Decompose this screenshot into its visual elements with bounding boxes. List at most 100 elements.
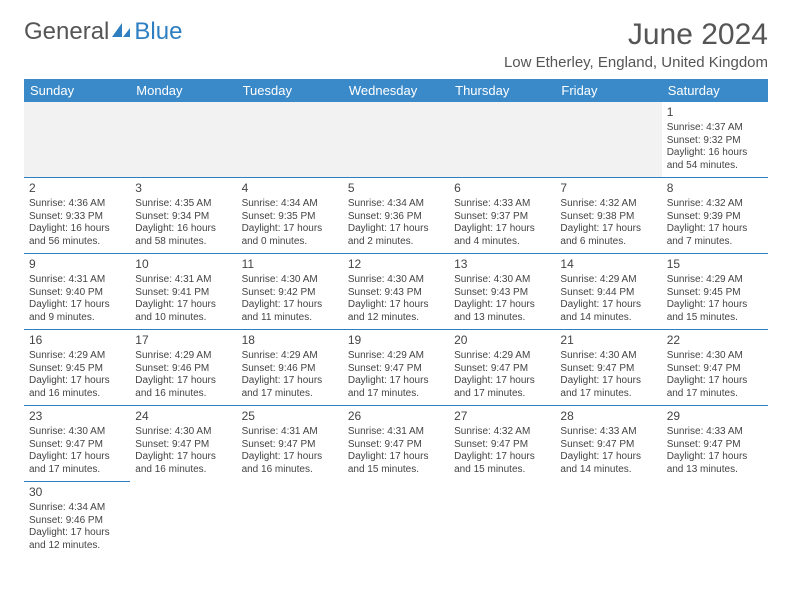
weekday-header: Saturday: [662, 79, 768, 102]
logo-text-blue: Blue: [134, 18, 182, 46]
day-number: 10: [135, 257, 231, 272]
sunset-text: Sunset: 9:39 PM: [667, 211, 763, 224]
sunrise-text: Sunrise: 4:30 AM: [242, 274, 338, 287]
sunrise-text: Sunrise: 4:29 AM: [560, 274, 656, 287]
day-number: 3: [135, 181, 231, 196]
daylight-text: Daylight: 17 hours and 15 minutes.: [348, 451, 444, 476]
calendar-week-row: 2Sunrise: 4:36 AMSunset: 9:33 PMDaylight…: [24, 178, 768, 254]
calendar-day-cell: 4Sunrise: 4:34 AMSunset: 9:35 PMDaylight…: [237, 178, 343, 254]
sunset-text: Sunset: 9:37 PM: [454, 211, 550, 224]
calendar-week-row: 9Sunrise: 4:31 AMSunset: 9:40 PMDaylight…: [24, 254, 768, 330]
day-number: 21: [560, 333, 656, 348]
sunrise-text: Sunrise: 4:33 AM: [667, 426, 763, 439]
day-number: 28: [560, 409, 656, 424]
calendar-day-cell: 6Sunrise: 4:33 AMSunset: 9:37 PMDaylight…: [449, 178, 555, 254]
daylight-text: Daylight: 17 hours and 15 minutes.: [667, 299, 763, 324]
daylight-text: Daylight: 17 hours and 10 minutes.: [135, 299, 231, 324]
sunrise-text: Sunrise: 4:29 AM: [348, 350, 444, 363]
day-number: 11: [242, 257, 338, 272]
calendar-week-row: 23Sunrise: 4:30 AMSunset: 9:47 PMDayligh…: [24, 406, 768, 482]
sunset-text: Sunset: 9:47 PM: [348, 439, 444, 452]
day-number: 20: [454, 333, 550, 348]
sunset-text: Sunset: 9:43 PM: [348, 287, 444, 300]
calendar-day-cell: 10Sunrise: 4:31 AMSunset: 9:41 PMDayligh…: [130, 254, 236, 330]
sunset-text: Sunset: 9:47 PM: [29, 439, 125, 452]
sunset-text: Sunset: 9:47 PM: [667, 439, 763, 452]
day-number: 1: [667, 105, 763, 120]
sunset-text: Sunset: 9:44 PM: [560, 287, 656, 300]
sunrise-text: Sunrise: 4:32 AM: [454, 426, 550, 439]
sunset-text: Sunset: 9:36 PM: [348, 211, 444, 224]
sunset-text: Sunset: 9:35 PM: [242, 211, 338, 224]
sunset-text: Sunset: 9:41 PM: [135, 287, 231, 300]
calendar-empty-cell: [343, 102, 449, 178]
daylight-text: Daylight: 17 hours and 2 minutes.: [348, 223, 444, 248]
calendar-empty-cell: [24, 102, 130, 178]
sunset-text: Sunset: 9:46 PM: [29, 515, 125, 528]
day-number: 2: [29, 181, 125, 196]
calendar-day-cell: 15 Sunrise: 4:29 AMSunset: 9:45 PMDayligh…: [662, 254, 768, 330]
sunset-text: Sunset: 9:47 PM: [454, 363, 550, 376]
day-number: 24: [135, 409, 231, 424]
daylight-text: Daylight: 16 hours and 56 minutes.: [29, 223, 125, 248]
sunset-text: Sunset: 9:45 PM: [667, 287, 763, 300]
day-number: 8: [667, 181, 763, 196]
calendar-body: 1Sunrise: 4:37 AMSunset: 9:32 PMDaylight…: [24, 102, 768, 557]
weekday-header: Friday: [555, 79, 661, 102]
daylight-text: Daylight: 17 hours and 11 minutes.: [242, 299, 338, 324]
sunset-text: Sunset: 9:43 PM: [454, 287, 550, 300]
calendar-day-cell: 30Sunrise: 4:34 AMSunset: 9:46 PMDayligh…: [24, 482, 130, 558]
day-number: 30: [29, 485, 125, 500]
sunset-text: Sunset: 9:47 PM: [560, 439, 656, 452]
calendar-empty-cell: [662, 482, 768, 558]
day-number: 22: [667, 333, 763, 348]
calendar-empty-cell: [555, 482, 661, 558]
calendar-day-cell: 22Sunrise: 4:30 AMSunset: 9:47 PMDayligh…: [662, 330, 768, 406]
day-number: 15: [667, 257, 763, 272]
calendar-day-cell: 2Sunrise: 4:36 AMSunset: 9:33 PMDaylight…: [24, 178, 130, 254]
day-number: 4: [242, 181, 338, 196]
daylight-text: Daylight: 16 hours and 58 minutes.: [135, 223, 231, 248]
weekday-header: Thursday: [449, 79, 555, 102]
weekday-header: Monday: [130, 79, 236, 102]
sunset-text: Sunset: 9:47 PM: [348, 363, 444, 376]
daylight-text: Daylight: 17 hours and 16 minutes.: [135, 451, 231, 476]
daylight-text: Daylight: 17 hours and 17 minutes.: [29, 451, 125, 476]
day-number: 18: [242, 333, 338, 348]
sunrise-text: Sunrise: 4:30 AM: [348, 274, 444, 287]
day-number: 5: [348, 181, 444, 196]
calendar-week-row: 1Sunrise: 4:37 AMSunset: 9:32 PMDaylight…: [24, 102, 768, 178]
title-block: June 2024 Low Etherley, England, United …: [504, 18, 768, 71]
weekday-header: Wednesday: [343, 79, 449, 102]
sunset-text: Sunset: 9:47 PM: [560, 363, 656, 376]
sunrise-text: Sunrise: 4:34 AM: [29, 502, 125, 515]
calendar-day-cell: 12Sunrise: 4:30 AMSunset: 9:43 PMDayligh…: [343, 254, 449, 330]
sunrise-text: Sunrise: 4:30 AM: [560, 350, 656, 363]
day-number: 9: [29, 257, 125, 272]
daylight-text: Daylight: 17 hours and 15 minutes.: [454, 451, 550, 476]
daylight-text: Daylight: 17 hours and 13 minutes.: [454, 299, 550, 324]
sunset-text: Sunset: 9:46 PM: [135, 363, 231, 376]
calendar-day-cell: 7Sunrise: 4:32 AMSunset: 9:38 PMDaylight…: [555, 178, 661, 254]
sunrise-text: Sunrise: 4:30 AM: [667, 350, 763, 363]
day-number: 6: [454, 181, 550, 196]
sunrise-text: Sunrise: 4:32 AM: [667, 198, 763, 211]
calendar-day-cell: 27Sunrise: 4:32 AMSunset: 9:47 PMDayligh…: [449, 406, 555, 482]
sunrise-text: Sunrise: 4:31 AM: [242, 426, 338, 439]
sunrise-text: Sunrise: 4:33 AM: [454, 198, 550, 211]
sunset-text: Sunset: 9:47 PM: [454, 439, 550, 452]
calendar-day-cell: 3Sunrise: 4:35 AMSunset: 9:34 PMDaylight…: [130, 178, 236, 254]
sunset-text: Sunset: 9:45 PM: [29, 363, 125, 376]
sunset-text: Sunset: 9:47 PM: [242, 439, 338, 452]
sunrise-text: Sunrise: 4:31 AM: [348, 426, 444, 439]
calendar-empty-cell: [237, 102, 343, 178]
calendar-empty-cell: [237, 482, 343, 558]
location: Low Etherley, England, United Kingdom: [504, 54, 768, 71]
sunrise-text: Sunrise: 4:29 AM: [667, 274, 763, 287]
sunset-text: Sunset: 9:47 PM: [667, 363, 763, 376]
calendar-day-cell: 24Sunrise: 4:30 AMSunset: 9:47 PMDayligh…: [130, 406, 236, 482]
daylight-text: Daylight: 17 hours and 12 minutes.: [348, 299, 444, 324]
day-number: 26: [348, 409, 444, 424]
daylight-text: Daylight: 17 hours and 16 minutes.: [242, 451, 338, 476]
sunrise-text: Sunrise: 4:34 AM: [242, 198, 338, 211]
